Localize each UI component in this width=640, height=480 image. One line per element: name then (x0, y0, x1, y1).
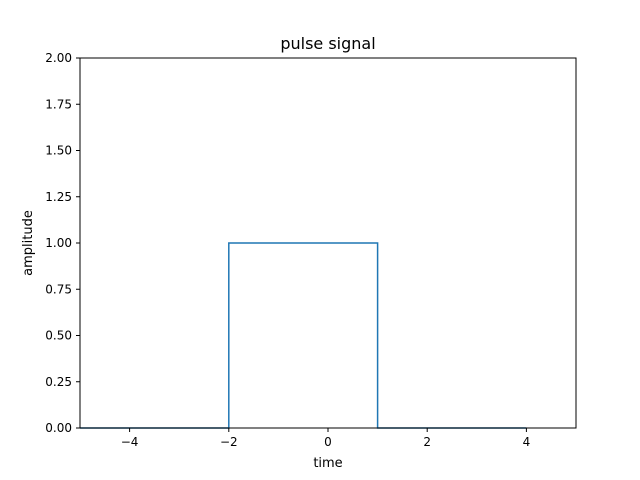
y-tick-label: 1.75 (45, 97, 72, 111)
x-tick-label: 4 (523, 435, 531, 449)
y-tick-label: 1.25 (45, 190, 72, 204)
x-tick-label: −4 (121, 435, 139, 449)
y-tick-label: 0.00 (45, 421, 72, 435)
x-tick-label: 2 (423, 435, 431, 449)
x-tick-label: 0 (324, 435, 332, 449)
x-axis-ticks: −4 −2 0 2 4 (121, 428, 530, 449)
x-tick-label: −2 (220, 435, 238, 449)
chart-title: pulse signal (280, 34, 375, 53)
y-tick-label: 0.50 (45, 329, 72, 343)
x-axis-label: time (313, 456, 342, 471)
y-tick-label: 0.25 (45, 375, 72, 389)
y-tick-label: 1.50 (45, 144, 72, 158)
y-axis-ticks: 0.00 0.25 0.50 0.75 1.00 1.25 1.50 1.75 2.00 (45, 51, 80, 435)
y-tick-label: 1.00 (45, 236, 72, 250)
y-axis-label: amplitude (21, 210, 36, 276)
y-tick-label: 0.75 (45, 282, 72, 296)
y-tick-label: 2.00 (45, 51, 72, 65)
